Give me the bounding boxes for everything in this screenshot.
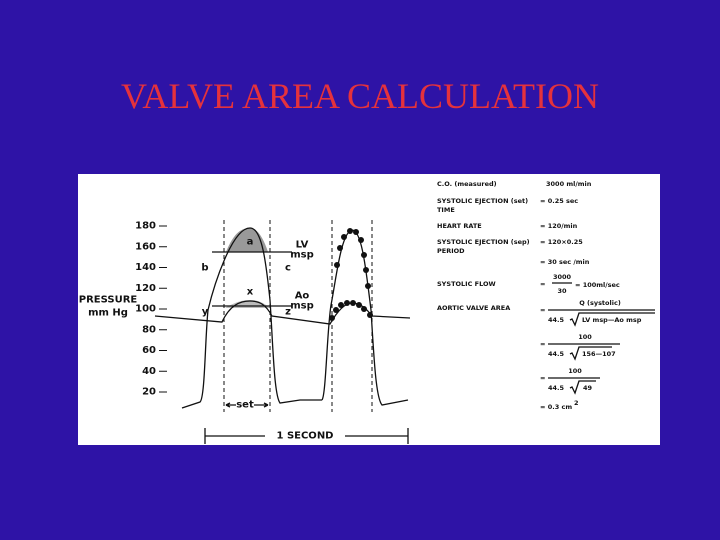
y-tick-label: 80 — [142, 324, 156, 335]
slide-title: VALVE AREA CALCULATION — [121, 76, 599, 116]
curve-label: b — [201, 263, 208, 274]
calc-result: = 0.3 cm — [540, 403, 572, 411]
calc-label: TIME — [437, 206, 455, 214]
ao-msp-label: msp — [290, 301, 314, 312]
calc-label: SYSTOLIC EJECTION (sep) — [437, 238, 530, 246]
calc-value: 44.5 — [548, 384, 565, 392]
time-scale-label: 1 SECOND — [277, 431, 334, 442]
calc-value: = — [540, 374, 545, 382]
y-tick-label: 140 — [135, 262, 156, 273]
y-axis-label: mm Hg — [88, 308, 128, 319]
calc-label: C.O. (measured) — [437, 180, 497, 188]
y-tick-label: 180 — [135, 221, 156, 232]
calc-label: AORTIC VALVE AREA — [437, 304, 510, 312]
calc-label: PERIOD — [437, 247, 465, 255]
calc-value: 49 — [583, 384, 593, 392]
y-axis-label: PRESSURE — [79, 295, 138, 306]
calculation-panel: C.O. (measured) 3000 ml/min SYSTOLIC EJE… — [437, 180, 655, 411]
curve-label: z — [285, 307, 291, 318]
sample-dots — [329, 228, 373, 321]
calc-value: LV msp—Ao msp — [582, 316, 642, 324]
calc-value: = 30 sec /min — [540, 258, 590, 266]
calc-result-exponent: 2 — [574, 399, 579, 407]
curve-label: x — [247, 287, 254, 298]
curve-label: a — [247, 237, 254, 248]
calc-value: = — [540, 340, 545, 348]
curve-label: c — [285, 263, 291, 274]
time-scale-bracket — [204, 428, 409, 444]
calc-value: 100 — [578, 333, 592, 341]
set-label: set — [236, 400, 254, 411]
calc-value: Q (systolic) — [579, 299, 621, 307]
calc-value: 3000 ml/min — [546, 180, 592, 188]
y-tick-label: 40 — [142, 366, 156, 377]
calc-value: = 120/min — [540, 222, 578, 230]
ao-msp-label: Ao — [295, 291, 310, 302]
pressure-figure: PRESSURE mm Hg a b c x y z LV — [79, 220, 411, 444]
lv-msp-label: msp — [290, 250, 314, 261]
curve-label: y — [202, 307, 209, 318]
lv-msp-label: LV — [296, 240, 309, 251]
calc-value: 44.5 — [548, 350, 565, 358]
sqrt-sign — [569, 346, 612, 361]
calc-value: = 100ml/sec — [575, 281, 620, 289]
msp-line — [212, 251, 292, 307]
y-tick-label: 20 — [142, 387, 156, 398]
y-tick-label: 100 — [135, 304, 156, 315]
sqrt-sign — [569, 312, 655, 327]
calc-value: = — [540, 280, 545, 288]
calc-value: = 120×0.25 — [540, 238, 583, 246]
y-tick-label: 160 — [135, 241, 156, 252]
calc-value: = 0.25 sec — [540, 197, 578, 205]
sqrt-sign — [569, 380, 596, 395]
calc-value: 30 — [557, 287, 567, 295]
calc-value: 100 — [568, 367, 582, 375]
y-tick-label: 120 — [135, 283, 156, 294]
calc-label: HEART RATE — [437, 222, 482, 230]
calc-label: SYSTOLIC EJECTION (set) — [437, 197, 528, 205]
calc-value: = — [540, 306, 545, 314]
calc-label: SYSTOLIC FLOW — [437, 280, 496, 288]
calc-value: 44.5 — [548, 316, 565, 324]
calc-value: 156—107 — [582, 350, 616, 358]
y-tick-label: 60 — [142, 345, 156, 356]
lv-pressure-curve — [181, 227, 322, 409]
set-arrow — [225, 402, 269, 408]
calc-value: 3000 — [553, 273, 572, 281]
